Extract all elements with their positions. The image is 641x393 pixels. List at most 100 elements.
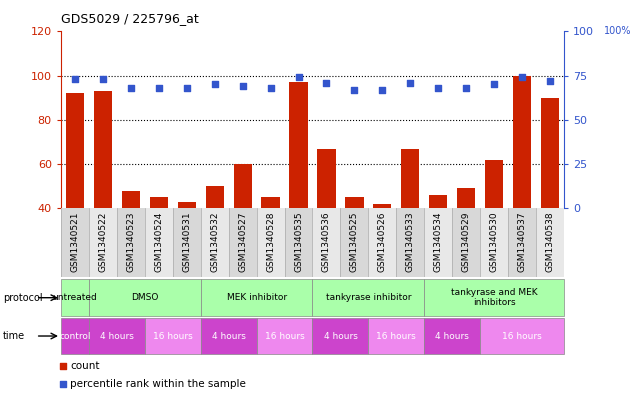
Bar	[262, 197, 279, 208]
Text: GSM1340522: GSM1340522	[98, 212, 107, 272]
Bar	[201, 208, 229, 277]
Bar	[117, 208, 145, 277]
Text: GSM1340523: GSM1340523	[126, 212, 135, 272]
Text: 4 hours: 4 hours	[324, 332, 358, 340]
Bar	[285, 208, 313, 277]
Bar	[457, 188, 476, 208]
Bar	[145, 318, 201, 354]
Text: tankyrase and MEK
inhibitors: tankyrase and MEK inhibitors	[451, 288, 538, 307]
Bar	[480, 318, 564, 354]
Bar	[122, 191, 140, 208]
Point	[517, 74, 528, 81]
Bar	[89, 208, 117, 277]
Bar	[373, 204, 392, 208]
Text: control: control	[59, 332, 90, 340]
Text: GSM1340529: GSM1340529	[462, 212, 470, 272]
Point	[349, 86, 360, 93]
Point	[370, 324, 381, 330]
Bar	[429, 195, 447, 208]
Text: 16 hours: 16 hours	[153, 332, 192, 340]
Point	[545, 78, 555, 84]
Bar	[424, 279, 564, 316]
Text: protocol: protocol	[3, 293, 43, 303]
Bar	[149, 197, 168, 208]
Text: GSM1340537: GSM1340537	[518, 212, 527, 272]
Bar	[536, 208, 564, 277]
Text: 16 hours: 16 hours	[265, 332, 304, 340]
Bar	[317, 149, 335, 208]
Bar	[508, 208, 536, 277]
Text: GSM1340530: GSM1340530	[490, 212, 499, 272]
Bar	[424, 208, 453, 277]
Text: time: time	[3, 331, 26, 341]
Point	[370, 157, 381, 163]
Bar	[480, 208, 508, 277]
Point	[237, 83, 247, 90]
Text: untreated: untreated	[53, 293, 97, 302]
Text: 4 hours: 4 hours	[212, 332, 246, 340]
Text: GDS5029 / 225796_at: GDS5029 / 225796_at	[61, 12, 199, 25]
Bar	[453, 208, 480, 277]
Bar	[345, 197, 363, 208]
Point	[265, 85, 276, 91]
Text: 4 hours: 4 hours	[100, 332, 134, 340]
Bar	[206, 186, 224, 208]
Bar	[61, 208, 89, 277]
Point	[433, 85, 444, 91]
Text: GSM1340528: GSM1340528	[266, 212, 275, 272]
Text: tankyrase inhibitor: tankyrase inhibitor	[326, 293, 411, 302]
Bar	[313, 279, 424, 316]
Text: GSM1340521: GSM1340521	[71, 212, 79, 272]
Bar	[256, 318, 313, 354]
Bar	[229, 208, 256, 277]
Bar	[256, 208, 285, 277]
Bar	[201, 279, 313, 316]
Point	[97, 76, 108, 83]
Bar	[233, 164, 252, 208]
Text: GSM1340525: GSM1340525	[350, 212, 359, 272]
Point	[154, 85, 164, 91]
Bar	[201, 318, 256, 354]
Point	[489, 81, 499, 88]
Text: count: count	[70, 361, 99, 371]
Bar	[485, 160, 503, 208]
Text: MEK inhibitor: MEK inhibitor	[226, 293, 287, 302]
Bar	[178, 202, 196, 208]
Point	[181, 85, 192, 91]
Point	[126, 85, 136, 91]
Point	[321, 79, 331, 86]
Bar	[145, 208, 172, 277]
Point	[461, 85, 471, 91]
Text: GSM1340534: GSM1340534	[434, 212, 443, 272]
Point	[210, 81, 220, 88]
Bar	[89, 279, 201, 316]
Point	[294, 74, 304, 81]
Bar	[61, 318, 89, 354]
Text: 16 hours: 16 hours	[503, 332, 542, 340]
Text: GSM1340533: GSM1340533	[406, 212, 415, 272]
Text: GSM1340536: GSM1340536	[322, 212, 331, 272]
Bar	[290, 82, 308, 208]
Bar	[340, 208, 369, 277]
Bar	[172, 208, 201, 277]
Bar	[401, 149, 419, 208]
Bar	[66, 93, 84, 208]
Text: GSM1340527: GSM1340527	[238, 212, 247, 272]
Text: GSM1340524: GSM1340524	[154, 212, 163, 272]
Text: percentile rank within the sample: percentile rank within the sample	[70, 379, 246, 389]
Bar	[61, 279, 89, 316]
Text: 16 hours: 16 hours	[376, 332, 416, 340]
Text: GSM1340526: GSM1340526	[378, 212, 387, 272]
Text: GSM1340531: GSM1340531	[182, 212, 191, 272]
Bar	[89, 318, 145, 354]
Bar	[313, 318, 369, 354]
Point	[405, 79, 415, 86]
Text: GSM1340535: GSM1340535	[294, 212, 303, 272]
Text: GSM1340538: GSM1340538	[545, 212, 554, 272]
Text: 4 hours: 4 hours	[435, 332, 469, 340]
Bar	[396, 208, 424, 277]
Text: 100%: 100%	[604, 26, 631, 35]
Text: DMSO: DMSO	[131, 293, 158, 302]
Bar	[313, 208, 340, 277]
Bar	[541, 98, 559, 208]
